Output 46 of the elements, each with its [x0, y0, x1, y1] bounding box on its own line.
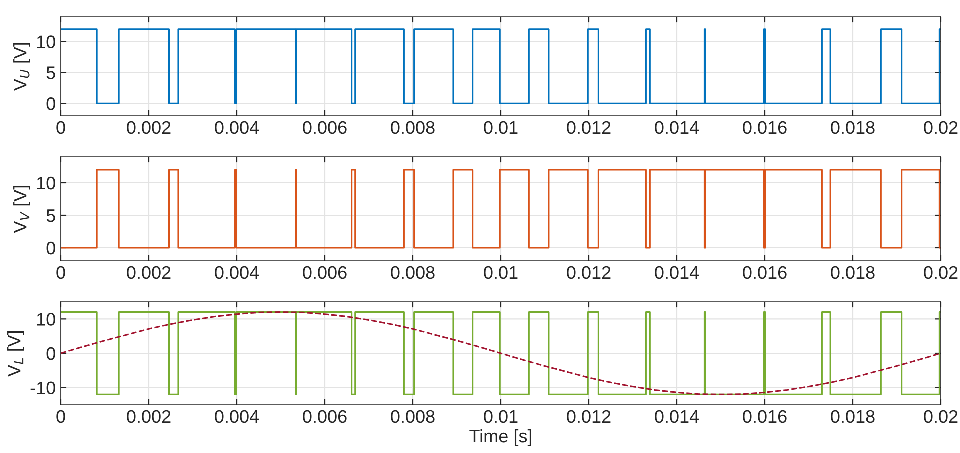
- x-tick-label: 0.002: [127, 410, 171, 424]
- x-tick-label: 0.006: [303, 410, 347, 424]
- x-tick-label: 0.002: [127, 266, 171, 280]
- y-tick-label: 10: [37, 313, 56, 326]
- x-tick-label: 0.004: [215, 410, 260, 424]
- x-tick-label: 0: [56, 266, 66, 280]
- x-tick-label: 0.01: [484, 410, 518, 424]
- x-tick-label: 0.018: [831, 266, 875, 280]
- x-tick-label: 0.008: [391, 410, 435, 424]
- x-axis-title: Time [s]: [470, 429, 532, 446]
- x-tick-label: 0.014: [655, 121, 700, 134]
- y-tick-label: 0: [46, 242, 56, 255]
- x-tick-label: 0.014: [655, 266, 700, 280]
- y-tick-label: 10: [37, 176, 56, 190]
- x-tick-label: 0.004: [215, 266, 260, 280]
- x-tick-label: 0.016: [743, 410, 787, 424]
- y-tick-label: 10: [37, 36, 56, 48]
- x-tick-label: 0.016: [743, 121, 787, 134]
- x-tick-label: 0.018: [831, 121, 875, 134]
- x-tick-label: 0: [56, 121, 66, 134]
- y-axis-title: V$_{L}$ [V]: [8, 331, 24, 377]
- x-tick-label: 0.01: [484, 266, 518, 280]
- x-tick-label: 0.006: [303, 121, 347, 134]
- y-axis-title: V$_{U}$ [V]: [14, 43, 30, 91]
- y-axis-title: V$_{V}$ [V]: [14, 186, 30, 234]
- y-tick-label: 0: [46, 347, 56, 360]
- x-tick-label: 0.018: [831, 410, 875, 424]
- x-tick-label: 0.01: [484, 121, 518, 134]
- x-tick-label: 0.002: [127, 121, 171, 134]
- x-tick-label: 0.008: [391, 266, 435, 280]
- x-tick-label: 0.014: [655, 410, 700, 424]
- x-tick-label: 0.016: [743, 266, 787, 280]
- y-tick-label: 5: [46, 210, 56, 222]
- x-tick-label: 0.004: [215, 121, 260, 134]
- x-tick-label: 0.012: [567, 121, 611, 134]
- y-tick-label: 5: [46, 66, 56, 80]
- x-tick-label: 0.02: [924, 266, 958, 280]
- x-tick-label: 0.006: [303, 266, 347, 280]
- y-tick-label: -10: [30, 382, 56, 395]
- y-tick-label: 0: [46, 98, 56, 110]
- x-tick-label: 0: [56, 410, 66, 424]
- x-tick-label: 0.012: [567, 410, 611, 424]
- x-tick-label: 0.02: [924, 121, 958, 134]
- x-tick-label: 0.008: [391, 121, 435, 134]
- x-tick-label: 0.02: [924, 410, 958, 424]
- x-tick-label: 0.012: [567, 266, 611, 280]
